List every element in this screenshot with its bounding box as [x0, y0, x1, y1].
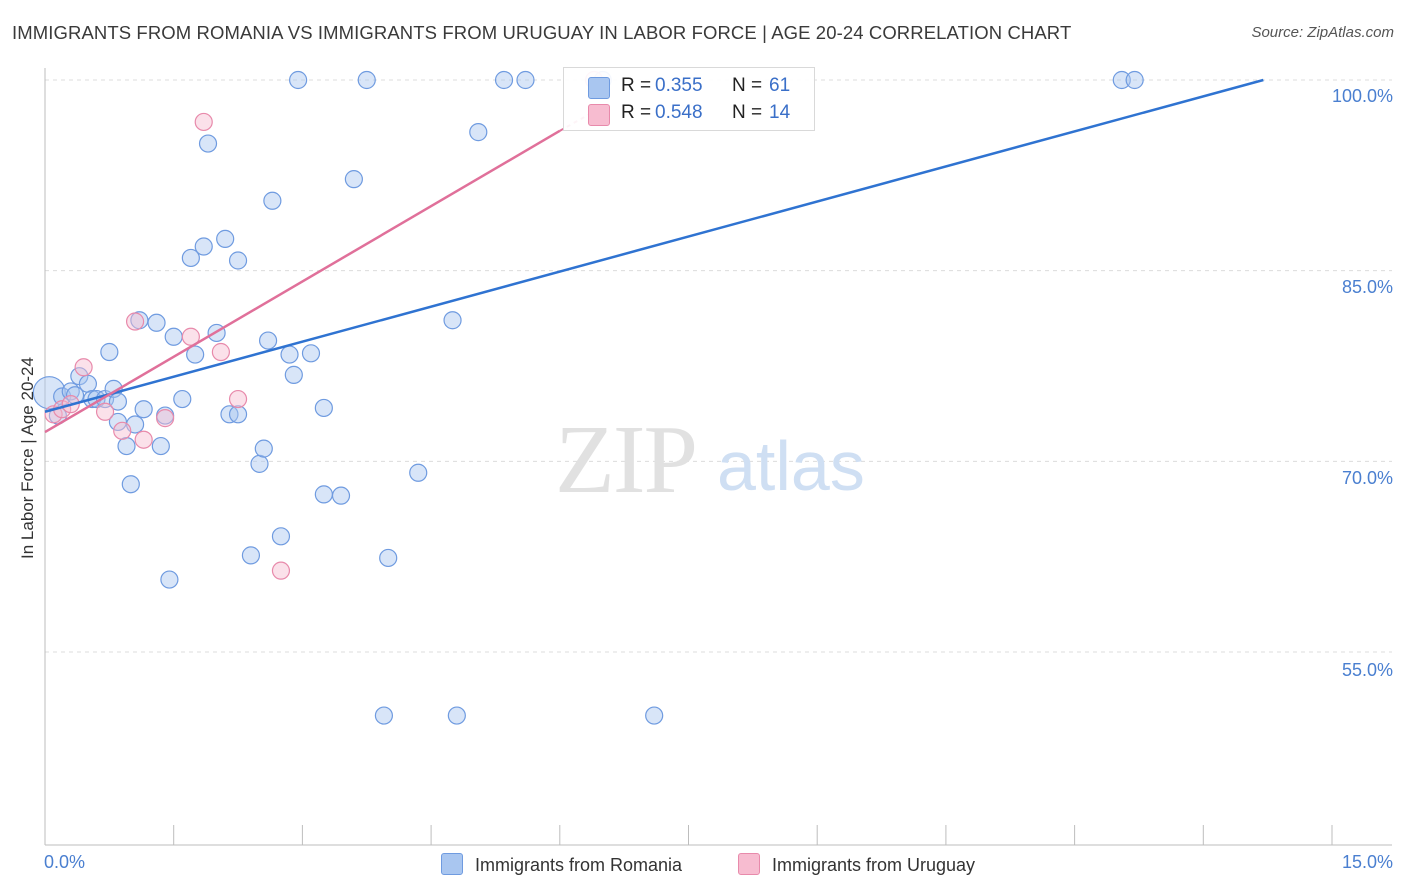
- uruguay-point-8: [156, 409, 175, 428]
- romania-point-32: [228, 405, 248, 424]
- romania-point-0: [32, 376, 66, 410]
- romania-point-37: [258, 331, 278, 350]
- romania-point-44: [314, 485, 333, 504]
- legend-uruguay-label: Immigrants from Uruguay: [772, 855, 976, 875]
- romania-r-value: 0.355: [655, 75, 703, 96]
- romania-point-53: [447, 706, 466, 725]
- romania-point-45: [314, 398, 333, 418]
- uruguay-point-12: [228, 389, 248, 409]
- uruguay-n-value: 14: [769, 102, 791, 123]
- romania-point-30: [216, 229, 235, 248]
- romania-point-60: [1125, 70, 1144, 90]
- romania-point-20: [151, 436, 170, 456]
- romania-point-51: [409, 463, 428, 482]
- romania-point-26: [186, 345, 205, 364]
- romania-point-22: [160, 570, 179, 589]
- romania-point-27: [194, 237, 213, 256]
- romania-point-36: [254, 439, 273, 458]
- romania-point-6: [78, 374, 98, 393]
- uruguay-point-7: [134, 430, 153, 449]
- watermark-zip: ZIP: [555, 406, 696, 514]
- grid-lines: [45, 79, 1392, 653]
- legend-uruguay-swatch: [738, 853, 760, 875]
- romania-point-33: [228, 251, 248, 270]
- trend-lines: [44, 78, 1264, 434]
- chart-title: IMMIGRANTS FROM ROMANIA VS IMMIGRANTS FR…: [12, 22, 1072, 43]
- romania-point-47: [344, 170, 363, 189]
- romania-n-value: 61: [769, 75, 791, 96]
- romania-point-39: [271, 527, 291, 546]
- romania-n-label: N =: [732, 75, 763, 96]
- legend-item-romania: Immigrants from Romania: [441, 853, 682, 876]
- romania-r-label: R =: [621, 75, 652, 96]
- legend-item-uruguay: Immigrants from Uruguay: [738, 853, 975, 876]
- x-tick-label-max: 15.0%: [1341, 852, 1393, 872]
- romania-point-52: [443, 311, 462, 330]
- romania-point-59: [1112, 70, 1131, 90]
- romania-point-56: [516, 70, 535, 90]
- uruguay-point-3: [74, 358, 93, 377]
- legend-romania-label: Immigrants from Romania: [475, 855, 683, 875]
- uruguay-point-4: [95, 402, 115, 421]
- uruguay-point-11: [211, 342, 230, 362]
- romania-point-55: [494, 70, 514, 90]
- romania-point-18: [134, 400, 153, 419]
- romania-point-38: [263, 191, 282, 210]
- romania-point-24: [173, 389, 192, 409]
- uruguay-point-6: [125, 312, 145, 331]
- romania-point-54: [469, 123, 488, 142]
- romania-trend-line: [44, 78, 1264, 413]
- uruguay-r-value: 0.548: [655, 102, 703, 123]
- romania-point-19: [147, 313, 166, 332]
- x-tick-label-min: 0.0%: [44, 852, 86, 872]
- romania-point-34: [241, 546, 261, 565]
- romania-point-28: [198, 134, 218, 153]
- romania-point-48: [357, 70, 376, 90]
- y-tick-label-70: 70.0%: [1341, 468, 1393, 488]
- watermark-atlas: atlas: [717, 427, 865, 505]
- romania-point-14: [117, 436, 136, 456]
- uruguay-point-10: [194, 112, 213, 132]
- uruguay-point-13: [271, 561, 291, 580]
- romania-point-40: [280, 345, 299, 364]
- uruguay-trend-line: [44, 129, 561, 434]
- romania-point-42: [289, 70, 308, 90]
- y-tick-label-55: 55.0%: [1341, 660, 1393, 680]
- uruguay-point-9: [181, 327, 200, 346]
- romania-points: [32, 70, 1144, 725]
- y-tick-label-85: 85.0%: [1341, 277, 1393, 297]
- romania-point-15: [121, 475, 140, 494]
- source-note: Source: ZipAtlas.com: [1251, 24, 1394, 41]
- romania-point-50: [379, 548, 398, 568]
- correlation-stats-box: R = 0.355 N = 61 R = 0.548 N = 14: [563, 67, 815, 131]
- romania-swatch: [588, 77, 610, 99]
- legend-romania-swatch: [441, 853, 463, 875]
- uruguay-n-label: N =: [732, 102, 763, 123]
- uruguay-r-label: R =: [621, 102, 652, 123]
- romania-point-25: [181, 248, 200, 268]
- uruguay-point-5: [113, 421, 132, 440]
- romania-point-23: [164, 327, 183, 346]
- uruguay-swatch: [588, 104, 610, 126]
- romania-point-46: [331, 486, 351, 505]
- y-tick-label-100: 100.0%: [1331, 86, 1393, 106]
- axes: [44, 68, 1392, 846]
- y-axis-label: In Labor Force | Age 20-24: [18, 357, 37, 559]
- romania-point-58: [645, 706, 664, 725]
- romania-point-35: [250, 454, 269, 473]
- romania-point-43: [301, 344, 321, 363]
- romania-point-41: [284, 365, 303, 384]
- romania-point-10: [100, 342, 119, 362]
- romania-point-49: [374, 706, 394, 725]
